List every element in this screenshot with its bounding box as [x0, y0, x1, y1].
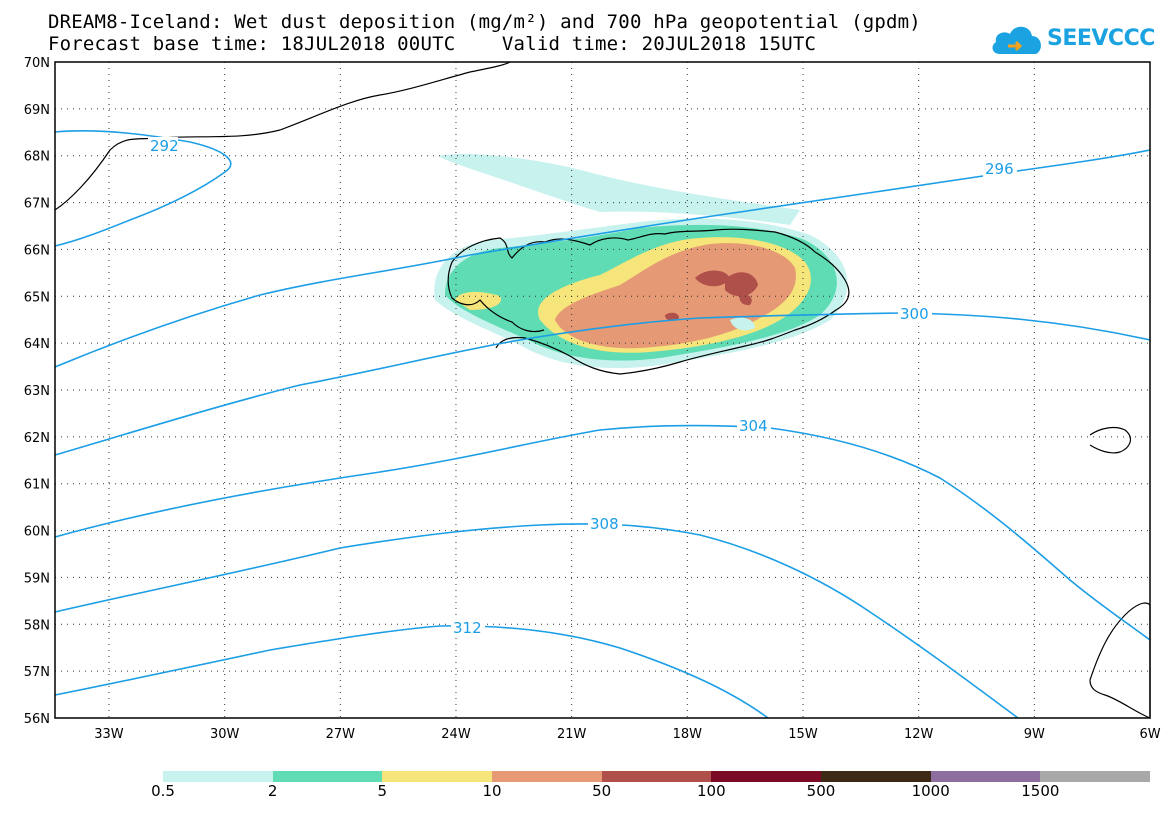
dust-level-50 — [739, 294, 752, 306]
colorbar-segment — [1040, 771, 1150, 782]
lat-label: 63N — [24, 384, 50, 399]
colorbar-label: 500 — [806, 782, 836, 800]
colorbar-label: 5 — [377, 782, 388, 800]
lat-label: 66N — [24, 243, 50, 258]
colorbar-segment — [492, 771, 602, 782]
lon-label: 9W — [1024, 727, 1045, 742]
contour-label-304: 304 — [739, 417, 768, 435]
colorbar-label: 100 — [697, 782, 726, 800]
lon-label: 24W — [441, 727, 471, 742]
seevccc-logo: SEEVCCC — [990, 20, 1160, 60]
contour-labels: 292 296 300 304 308 312 — [148, 137, 1017, 637]
lon-label: 21W — [557, 727, 587, 742]
colorbar-segment — [930, 771, 1041, 782]
colorbar-label: 1000 — [911, 782, 950, 800]
lat-label: 56N — [24, 712, 50, 727]
colorbar-segment — [711, 771, 821, 782]
contour-label-308: 308 — [590, 515, 619, 533]
colorbar-segment — [163, 771, 273, 782]
contour-292 — [54, 130, 232, 247]
contour-304 — [54, 424, 1151, 641]
dust-level-0.5-gap — [730, 317, 755, 331]
lat-label: 61N — [24, 478, 50, 493]
dust-level-50 — [695, 270, 730, 287]
lon-label: 27W — [326, 727, 356, 742]
dust-level-50 — [665, 312, 679, 321]
lon-label: 30W — [210, 727, 240, 742]
lon-label: 6W — [1139, 727, 1160, 742]
colorbar-segment — [382, 771, 492, 782]
colorbar-label: 2 — [267, 782, 278, 800]
contour-label-312: 312 — [453, 619, 482, 637]
lon-label: 18W — [673, 727, 703, 742]
lat-label: 60N — [24, 525, 50, 540]
contour-300 — [54, 312, 1151, 456]
lat-label: 62N — [24, 431, 50, 446]
lat-label: 57N — [24, 665, 50, 680]
colorbar-label: 10 — [482, 782, 502, 800]
map-title-line2: Forecast base time: 18JUL2018 00UTC Vali… — [48, 33, 817, 55]
cloud-icon — [992, 26, 1041, 54]
lat-label: 68N — [24, 150, 50, 165]
lat-label: 64N — [24, 337, 50, 352]
colorbar-segment — [272, 771, 383, 782]
lon-label: 12W — [904, 727, 934, 742]
greenland-coastline — [54, 61, 511, 211]
dust-level-50 — [725, 272, 758, 297]
faroe-coastline — [1089, 426, 1132, 454]
lon-label: 15W — [788, 727, 818, 742]
contour-308 — [54, 523, 1019, 719]
contour-label-292: 292 — [150, 137, 179, 155]
contour-label-300: 300 — [900, 305, 929, 323]
colorbar-label: 1500 — [1021, 782, 1060, 800]
colorbar-label: 0.5 — [151, 782, 175, 800]
map-title-line1: DREAM8-Iceland: Wet dust deposition (mg/… — [48, 11, 921, 33]
colorbar-label: 50 — [592, 782, 612, 800]
dust-level-0.5 — [438, 154, 800, 225]
lat-label: 58N — [24, 618, 50, 633]
graticule — [55, 62, 1150, 718]
lat-label: 67N — [24, 197, 50, 212]
longitude-labels: 33W 30W 27W 24W 21W 18W 15W 12W 9W 6W — [94, 727, 1160, 742]
lat-label: 59N — [24, 571, 50, 586]
dust-level-5 — [455, 291, 501, 310]
lon-label: 33W — [94, 727, 124, 742]
colorbar-segment — [601, 771, 712, 782]
contour-312 — [54, 625, 769, 719]
dust-deposition-field — [434, 154, 848, 369]
map-frame — [54, 61, 1151, 719]
scotland-coastline — [1089, 602, 1151, 719]
logo-text: SEEVCCC — [1047, 26, 1155, 51]
latitude-labels: 70N 69N 68N 67N 66N 65N 64N 63N 62N 61N 60N 59N 58N 5… — [24, 56, 50, 727]
lat-label: 69N — [24, 103, 50, 118]
lat-label: 65N — [24, 290, 50, 305]
colorbar-segment — [821, 771, 931, 782]
lat-label: 70N — [24, 56, 50, 71]
contour-label-296: 296 — [985, 160, 1014, 178]
geopotential-contours — [54, 130, 1151, 719]
